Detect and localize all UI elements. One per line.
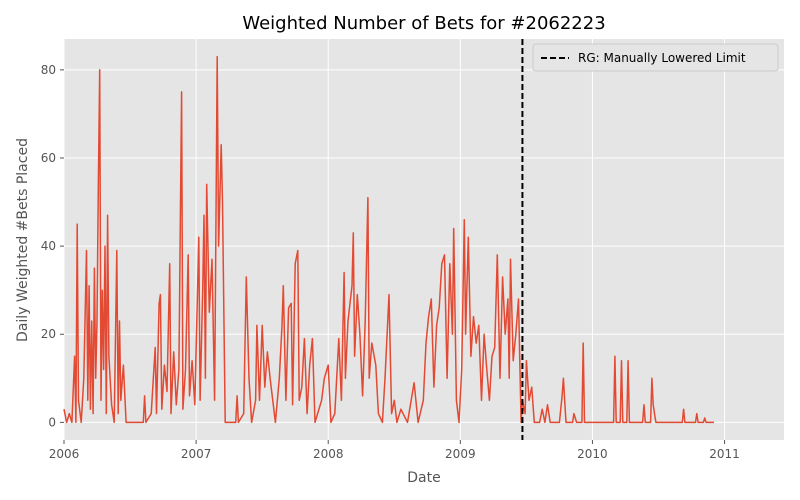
tick-layer: 2006 2007 2008 2009 2010 2011 0 20 40 60 80 xyxy=(41,63,740,461)
y-tick-label: 20 xyxy=(41,327,56,341)
y-tick-label: 60 xyxy=(41,151,56,165)
x-tick-label: 2009 xyxy=(445,447,476,461)
x-tick-label: 2006 xyxy=(49,447,80,461)
legend: RG: Manually Lowered Limit xyxy=(532,43,779,72)
y-tick-label: 80 xyxy=(41,63,56,77)
legend-label: RG: Manually Lowered Limit xyxy=(578,51,746,65)
y-axis-label: Daily Weighted #Bets Placed xyxy=(15,138,31,342)
x-tick-label: 2008 xyxy=(313,447,344,461)
x-tick-label: 2007 xyxy=(181,447,212,461)
legend-box xyxy=(532,43,779,72)
x-tick-label: 2011 xyxy=(709,447,740,461)
series-line xyxy=(63,55,714,424)
series-layer xyxy=(63,55,714,424)
x-tick-label: 2010 xyxy=(577,447,608,461)
x-axis-label: Date xyxy=(407,470,440,486)
y-tick-label: 40 xyxy=(41,239,56,253)
y-tick-label: 0 xyxy=(48,415,56,429)
chart-title: Weighted Number of Bets for #2062223 xyxy=(242,13,605,34)
